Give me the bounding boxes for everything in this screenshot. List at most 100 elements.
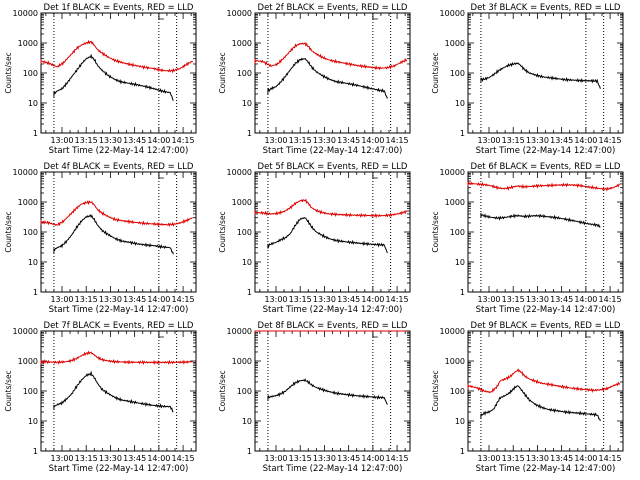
x-tick-label: 13:45 — [337, 136, 360, 145]
x-tick-label: 14:00 — [147, 454, 170, 463]
x-tick-label: 13:30 — [313, 295, 336, 304]
x-tick-label: 14:15 — [599, 136, 622, 145]
x-axis-label: Start Time (22-May-14 12:47:00) — [476, 305, 616, 315]
y-tick-label: 100 — [23, 69, 38, 78]
events-series-line — [53, 53, 174, 101]
chart-title: Det 8f BLACK = Events, RED = LLD — [258, 321, 408, 331]
chart-panel-8: 1 10 100 1000 10000 13:00 13:15 13:30 13:45 14:00… — [218, 321, 411, 474]
y-tick-label: 1000 — [445, 198, 465, 207]
x-tick-label: 13:30 — [99, 454, 122, 463]
chart-title: Det 7f BLACK = Events, RED = LLD — [44, 321, 194, 331]
y-tick-label: 1 — [33, 129, 38, 138]
x-axis-label: Start Time (22-May-14 12:47:00) — [263, 146, 403, 156]
y-tick-label: 1 — [247, 129, 252, 138]
lld-series-line — [467, 181, 621, 192]
events-series-line — [53, 213, 174, 255]
lld-series-line — [254, 42, 408, 71]
y-tick-label: 1 — [460, 288, 465, 297]
x-tick-label: 14:00 — [574, 136, 597, 145]
chart-panel-5: 1 10 100 1000 10000 13:00 13:15 13:30 13:45 14:00… — [218, 162, 411, 315]
y-tick-label: 1000 — [18, 198, 38, 207]
chart-panel-4: 1 10 100 1000 10000 13:00 13:15 13:30 13:45 14:00… — [4, 162, 197, 315]
x-tick-label: 14:15 — [172, 136, 195, 145]
chart-panel-2: 1 10 100 1000 10000 13:00 13:15 13:30 13:45 14:00… — [218, 3, 411, 156]
y-tick-label: 1000 — [18, 357, 38, 366]
x-tick-label: 13:15 — [502, 295, 525, 304]
x-tick-label: 13:15 — [502, 454, 525, 463]
y-tick-label: 10 — [455, 417, 465, 426]
x-tick-label: 14:00 — [574, 295, 597, 304]
events-series-line — [480, 213, 601, 228]
chart-panel-9: 1 10 100 1000 10000 13:00 13:15 13:30 13:45 14:00… — [431, 321, 624, 474]
y-tick-label: 10000 — [227, 168, 252, 177]
events-series-line — [480, 61, 601, 89]
x-tick-label: 13:00 — [477, 454, 500, 463]
chart-title: Det 5f BLACK = Events, RED = LLD — [258, 162, 408, 172]
y-tick-label: 10 — [242, 99, 252, 108]
plot-frame — [467, 12, 624, 134]
x-tick-label: 13:30 — [526, 295, 549, 304]
y-tick-label: 100 — [23, 228, 38, 237]
y-tick-label: 1 — [247, 288, 252, 297]
x-tick-label: 14:15 — [386, 136, 409, 145]
x-tick-label: 13:00 — [50, 136, 73, 145]
plot-frame — [254, 171, 411, 293]
y-axis-label: Counts/sec — [218, 52, 227, 93]
interval-bracket — [372, 331, 378, 338]
lld-series-line — [254, 198, 408, 219]
x-tick-label: 13:15 — [75, 454, 98, 463]
chart-panel-3: 1 10 100 1000 10000 13:00 13:15 13:30 13:45 14:00… — [431, 3, 624, 156]
y-tick-label: 100 — [450, 228, 465, 237]
interval-bracket — [585, 13, 591, 20]
x-tick-label: 13:15 — [289, 295, 312, 304]
y-tick-label: 100 — [450, 387, 465, 396]
y-tick-label: 10 — [242, 258, 252, 267]
x-tick-label: 13:00 — [477, 295, 500, 304]
x-tick-label: 14:15 — [599, 295, 622, 304]
x-tick-label: 13:00 — [264, 454, 287, 463]
interval-bracket — [372, 13, 378, 20]
lld-series-line — [467, 368, 621, 394]
y-tick-label: 1 — [460, 129, 465, 138]
interval-bracket — [585, 172, 591, 179]
x-tick-label: 14:00 — [147, 295, 170, 304]
y-tick-label: 100 — [450, 69, 465, 78]
x-tick-label: 13:00 — [50, 295, 73, 304]
y-tick-label: 10000 — [13, 168, 38, 177]
x-axis-label: Start Time (22-May-14 12:47:00) — [476, 146, 616, 156]
x-tick-label: 13:45 — [550, 454, 573, 463]
chart-title: Det 3f BLACK = Events, RED = LLD — [471, 3, 621, 13]
x-tick-label: 14:15 — [172, 295, 195, 304]
y-tick-label: 100 — [237, 387, 252, 396]
x-tick-label: 13:30 — [313, 136, 336, 145]
y-tick-label: 10 — [455, 258, 465, 267]
x-axis-label: Start Time (22-May-14 12:47:00) — [49, 464, 189, 474]
events-series-line — [267, 216, 388, 254]
y-tick-label: 10000 — [227, 9, 252, 18]
y-tick-label: 10000 — [13, 327, 38, 336]
plot-frame — [467, 171, 624, 293]
x-tick-label: 13:45 — [550, 295, 573, 304]
y-axis-label: Counts/sec — [4, 52, 13, 93]
y-tick-label: 10000 — [440, 327, 465, 336]
interval-bracket — [372, 172, 378, 179]
y-tick-label: 1000 — [232, 198, 252, 207]
x-tick-label: 13:00 — [264, 295, 287, 304]
chart-title: Det 4f BLACK = Events, RED = LLD — [44, 162, 194, 172]
chart-title: Det 1f BLACK = Events, RED = LLD — [44, 3, 194, 13]
y-tick-label: 1 — [33, 447, 38, 456]
chart-panel-6: 1 10 100 1000 10000 13:00 13:15 13:30 13:45 14:00… — [431, 162, 624, 315]
x-tick-label: 13:15 — [75, 136, 98, 145]
events-series-line — [480, 385, 601, 422]
y-axis-label: Counts/sec — [4, 370, 13, 411]
x-axis-label: Start Time (22-May-14 12:47:00) — [49, 146, 189, 156]
plot-frame — [40, 330, 197, 452]
y-tick-label: 10 — [242, 417, 252, 426]
y-tick-label: 1 — [33, 288, 38, 297]
x-tick-label: 14:15 — [386, 454, 409, 463]
x-tick-label: 14:15 — [386, 295, 409, 304]
chart-title: Det 9f BLACK = Events, RED = LLD — [471, 321, 621, 331]
y-axis-label: Counts/sec — [431, 211, 440, 252]
interval-bracket — [158, 13, 164, 20]
